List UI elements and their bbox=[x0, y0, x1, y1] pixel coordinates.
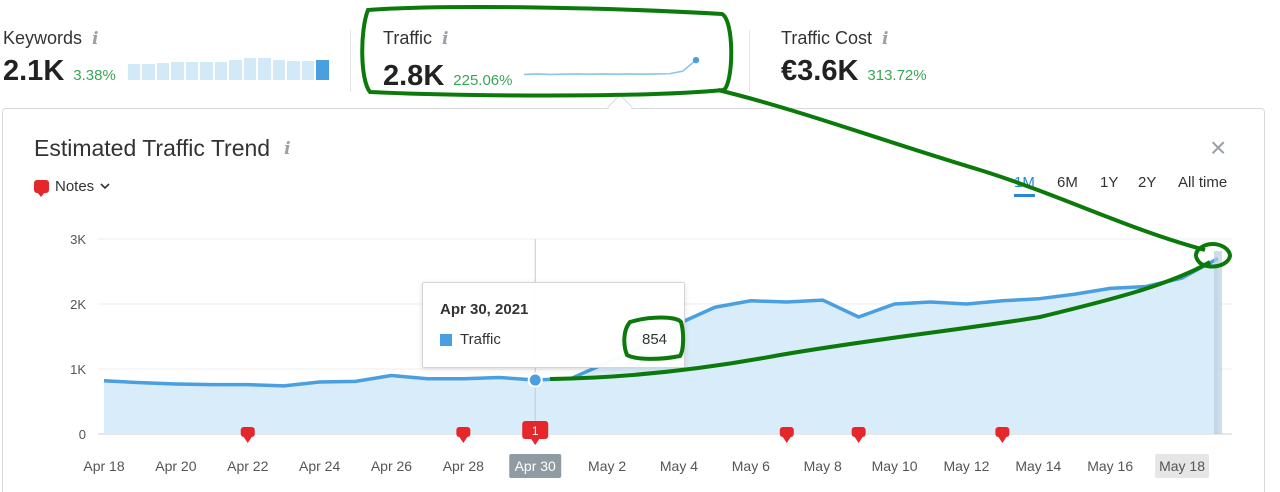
sparkline-bar bbox=[301, 61, 315, 80]
metric-traffic[interactable]: Traffic i 2.8K 225.06% bbox=[383, 28, 706, 93]
metric-value: 2.1K bbox=[3, 55, 65, 87]
metric-delta: 225.06% bbox=[453, 72, 513, 89]
range-6m[interactable]: 6M bbox=[1057, 174, 1078, 191]
panel-title: Estimated Traffic Trend i bbox=[34, 135, 291, 162]
range-2y[interactable]: 2Y bbox=[1138, 174, 1157, 191]
divider bbox=[350, 30, 351, 92]
sparkline-bar bbox=[171, 62, 184, 80]
note-icon bbox=[34, 180, 49, 197]
sparkline-bar bbox=[229, 60, 242, 80]
sparkline-bar bbox=[200, 62, 213, 80]
metric-label: Keywords bbox=[3, 28, 83, 48]
range-1y[interactable]: 1Y bbox=[1100, 174, 1119, 191]
sparkline-bar bbox=[156, 63, 170, 80]
range-all-time[interactable]: All time bbox=[1178, 174, 1228, 191]
metric-label: Traffic Cost bbox=[781, 28, 873, 48]
info-icon[interactable]: i bbox=[442, 28, 449, 49]
keywords-sparkline bbox=[127, 58, 329, 80]
close-icon[interactable]: × bbox=[1210, 132, 1227, 163]
sparkline-bar bbox=[142, 64, 155, 80]
sparkline-bar bbox=[272, 60, 286, 80]
notes-label: Notes bbox=[55, 178, 95, 195]
info-icon[interactable]: i bbox=[92, 28, 99, 49]
sparkline-bar bbox=[127, 64, 141, 80]
sparkline-line bbox=[524, 59, 697, 76]
metric-traffic-cost[interactable]: Traffic Cost i €3.6K 313.72% bbox=[781, 28, 927, 88]
tooltip-value: 854 bbox=[642, 331, 668, 348]
sparkline-bar bbox=[214, 62, 228, 80]
info-icon[interactable]: i bbox=[882, 28, 889, 49]
traffic-sparkline bbox=[524, 56, 700, 76]
panel-title-text: Estimated Traffic Trend bbox=[34, 135, 271, 161]
metric-label: Traffic bbox=[383, 28, 433, 48]
metric-value: €3.6K bbox=[781, 55, 859, 87]
divider bbox=[749, 30, 750, 92]
range-1m[interactable]: 1M bbox=[1014, 174, 1035, 197]
info-icon[interactable]: i bbox=[284, 138, 291, 159]
sparkline-bar bbox=[185, 62, 199, 80]
tooltip-series: Traffic bbox=[460, 331, 501, 348]
notes-dropdown[interactable]: Notes bbox=[34, 178, 110, 197]
sparkline-bar bbox=[316, 60, 329, 80]
metric-delta: 313.72% bbox=[867, 67, 927, 84]
chevron-down-icon bbox=[100, 183, 110, 190]
metric-value: 2.8K bbox=[383, 60, 445, 92]
metric-keywords[interactable]: Keywords i 2.1K 3.38% bbox=[3, 28, 329, 88]
sparkline-bar bbox=[258, 58, 271, 80]
tooltip-swatch bbox=[440, 334, 452, 346]
sparkline-bar bbox=[243, 58, 257, 80]
tooltip-date: Apr 30, 2021 bbox=[440, 301, 529, 318]
sparkline-bar bbox=[287, 61, 300, 80]
sparkline-end-dot bbox=[693, 56, 700, 64]
metric-delta: 3.38% bbox=[73, 67, 116, 84]
chart-tooltip: Apr 30, 2021 Traffic 854 bbox=[422, 282, 685, 368]
